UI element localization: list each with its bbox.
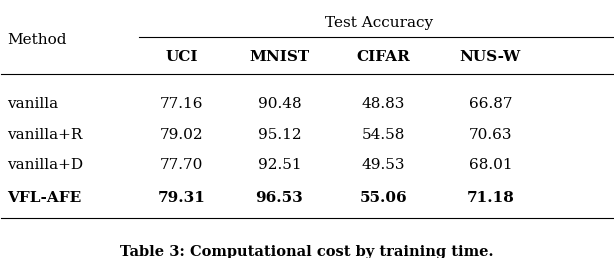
- Text: 96.53: 96.53: [255, 191, 303, 205]
- Text: MNIST: MNIST: [249, 50, 309, 64]
- Text: 68.01: 68.01: [468, 158, 512, 172]
- Text: 48.83: 48.83: [362, 96, 405, 110]
- Text: UCI: UCI: [165, 50, 198, 64]
- Text: 71.18: 71.18: [467, 191, 515, 205]
- Text: 77.16: 77.16: [160, 96, 203, 110]
- Text: 92.51: 92.51: [258, 158, 301, 172]
- Text: 77.70: 77.70: [160, 158, 203, 172]
- Text: 79.02: 79.02: [160, 128, 203, 142]
- Text: Method: Method: [7, 33, 67, 47]
- Text: Table 3: Computational cost by training time.: Table 3: Computational cost by training …: [120, 245, 494, 258]
- Text: VFL-AFE: VFL-AFE: [7, 191, 82, 205]
- Text: CIFAR: CIFAR: [357, 50, 410, 64]
- Text: vanilla: vanilla: [7, 96, 58, 110]
- Text: 55.06: 55.06: [360, 191, 407, 205]
- Text: 66.87: 66.87: [468, 96, 512, 110]
- Text: 70.63: 70.63: [468, 128, 512, 142]
- Text: Test Accuracy: Test Accuracy: [325, 16, 433, 30]
- Text: 54.58: 54.58: [362, 128, 405, 142]
- Text: vanilla+R: vanilla+R: [7, 128, 83, 142]
- Text: 49.53: 49.53: [362, 158, 405, 172]
- Text: vanilla+D: vanilla+D: [7, 158, 84, 172]
- Text: 95.12: 95.12: [258, 128, 301, 142]
- Text: 90.48: 90.48: [258, 96, 301, 110]
- Text: 79.31: 79.31: [158, 191, 206, 205]
- Text: NUS-W: NUS-W: [460, 50, 521, 64]
